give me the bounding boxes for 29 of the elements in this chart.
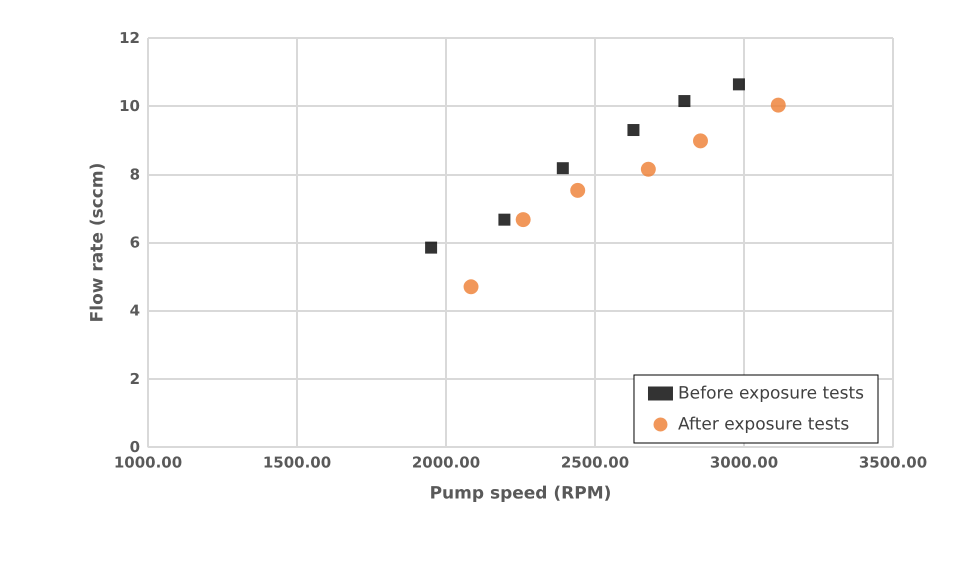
legend-label: Before exposure tests (678, 384, 864, 404)
legend-label: After exposure tests (678, 414, 850, 434)
point (516, 212, 531, 228)
y-tick-label: 2 (130, 370, 140, 388)
point (570, 182, 586, 198)
point (498, 214, 510, 226)
y-tick-label: 8 (130, 165, 140, 184)
point (640, 162, 656, 177)
point (770, 98, 786, 113)
y-tick-label: 4 (130, 302, 140, 320)
y-tick-label: 10 (119, 97, 140, 116)
y-tick-label: 0 (130, 438, 140, 456)
x-tick-label: 3500.00 (858, 454, 928, 472)
x-tick-label: 1500.00 (262, 454, 332, 472)
y-tick-label: 12 (119, 29, 140, 47)
point (678, 95, 690, 108)
point (464, 279, 479, 294)
y-axis-title: Flow rate (sccm) (88, 162, 108, 322)
x-tick-label: 2000.00 (412, 454, 480, 472)
y-tick-label: 6 (130, 234, 140, 252)
point (732, 78, 745, 90)
x-tick-label: 3000.00 (710, 454, 778, 472)
x-tick-label: 2500.00 (560, 454, 630, 472)
x-tick-label: 1000.00 (114, 454, 182, 472)
x-axis-title: Pump speed (RPM) (430, 484, 612, 504)
point (556, 162, 569, 174)
point (627, 124, 640, 136)
point (425, 242, 438, 254)
point (693, 133, 708, 148)
